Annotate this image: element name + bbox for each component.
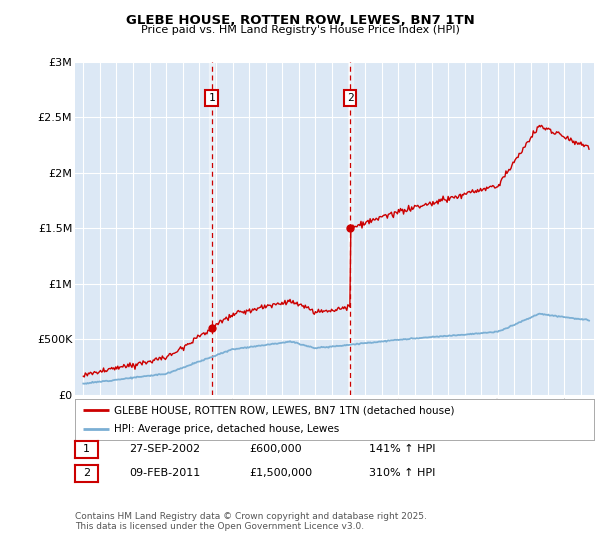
Text: Price paid vs. HM Land Registry's House Price Index (HPI): Price paid vs. HM Land Registry's House … [140,25,460,35]
Bar [348,62,353,395]
Text: 310% ↑ HPI: 310% ↑ HPI [369,468,436,478]
Text: 2: 2 [347,94,353,103]
Text: 27-SEP-2002: 27-SEP-2002 [129,444,200,454]
Text: HPI: Average price, detached house, Lewes: HPI: Average price, detached house, Lewe… [114,424,339,433]
Text: £1,500,000: £1,500,000 [249,468,312,478]
Bar [209,62,214,395]
Text: £600,000: £600,000 [249,444,302,454]
Text: 1: 1 [83,444,90,454]
Text: GLEBE HOUSE, ROTTEN ROW, LEWES, BN7 1TN (detached house): GLEBE HOUSE, ROTTEN ROW, LEWES, BN7 1TN … [114,405,454,415]
Text: 141% ↑ HPI: 141% ↑ HPI [369,444,436,454]
Text: 1: 1 [208,94,215,103]
Text: This data is licensed under the Open Government Licence v3.0.: This data is licensed under the Open Gov… [75,522,364,531]
Text: GLEBE HOUSE, ROTTEN ROW, LEWES, BN7 1TN: GLEBE HOUSE, ROTTEN ROW, LEWES, BN7 1TN [125,14,475,27]
Text: Contains HM Land Registry data © Crown copyright and database right 2025.: Contains HM Land Registry data © Crown c… [75,512,427,521]
Text: 2: 2 [83,468,90,478]
Text: 09-FEB-2011: 09-FEB-2011 [129,468,200,478]
